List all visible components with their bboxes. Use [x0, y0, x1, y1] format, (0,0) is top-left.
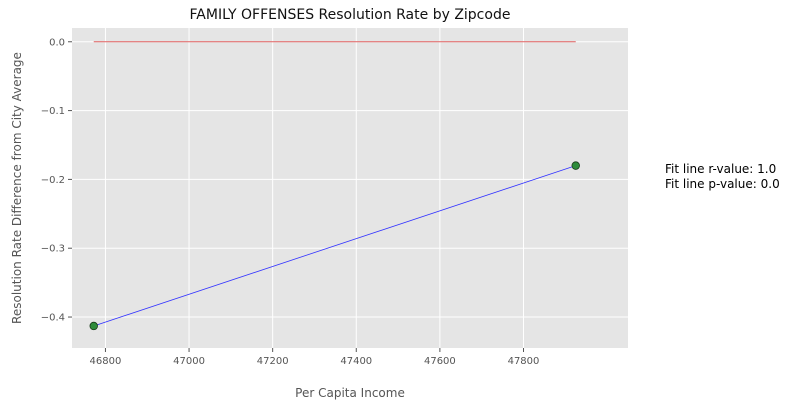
x-tick-label: 46800 — [90, 356, 122, 367]
x-tick-label: 47000 — [173, 356, 205, 367]
fit-r-value-text: Fit line r-value: 1.0 — [665, 162, 777, 176]
fit-p-value-text: Fit line p-value: 0.0 — [665, 176, 780, 191]
y-tick-label: −0.4 — [41, 313, 65, 324]
data-point — [89, 321, 98, 331]
x-tick-label: 47400 — [340, 356, 372, 367]
x-tick-label: 47600 — [424, 356, 456, 367]
y-tick-label: −0.2 — [41, 175, 65, 186]
fit-line — [93, 165, 576, 327]
fit-annotation: Fit line r-value: 1.0 Fit line p-value: … — [665, 162, 780, 191]
y-axis-label: Resolution Rate Difference from City Ave… — [10, 52, 24, 324]
y-tick-label: −0.3 — [41, 244, 65, 255]
series — [89, 41, 580, 331]
plot-area — [72, 28, 628, 348]
y-tick-label: −0.1 — [41, 106, 65, 117]
chart-title: FAMILY OFFENSES Resolution Rate by Zipco… — [190, 7, 511, 23]
data-point — [571, 161, 580, 170]
x-axis-label: Per Capita Income — [295, 386, 405, 400]
x-tick-label: 47800 — [508, 356, 540, 367]
x-axis-ticks: 46800 47000 47200 47400 47600 47800 — [90, 348, 540, 367]
y-axis-ticks: 0.0 −0.1 −0.2 −0.3 −0.4 — [41, 37, 72, 324]
y-tick-label: 0.0 — [49, 37, 65, 48]
x-tick-label: 47200 — [257, 356, 289, 367]
